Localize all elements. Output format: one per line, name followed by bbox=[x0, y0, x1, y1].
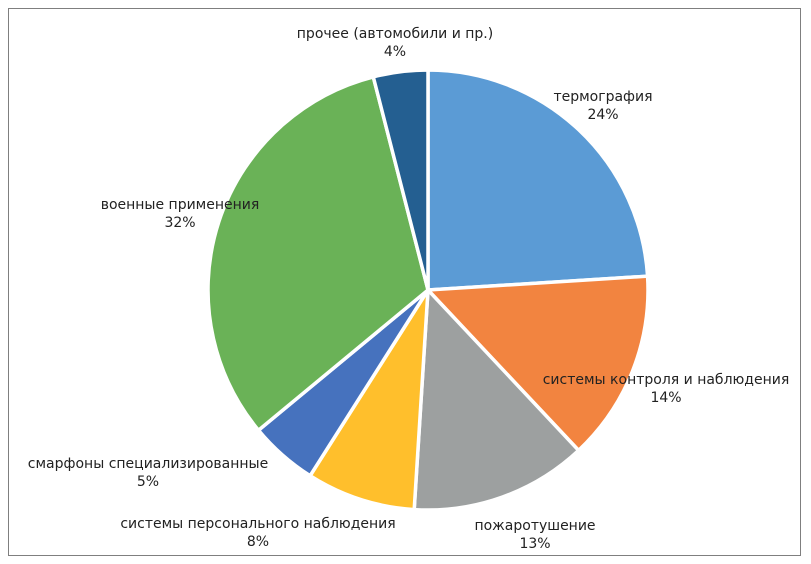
slice-name-label: военные применения bbox=[101, 197, 260, 213]
pie-slice bbox=[426, 68, 650, 292]
pie-slices bbox=[206, 68, 650, 512]
slice-name-label: термография bbox=[553, 89, 652, 105]
slice-percent-label: 14% bbox=[650, 390, 681, 406]
slice-name-label: системы персонального наблюдения bbox=[120, 516, 395, 532]
slice-percent-label: 24% bbox=[587, 107, 618, 123]
pie-slice bbox=[371, 68, 430, 291]
slice-percent-label: 13% bbox=[519, 536, 550, 552]
pie-slice bbox=[307, 289, 430, 512]
pie-labels: термография 24% системы контроля и наблюде… bbox=[28, 26, 789, 552]
slice-name-label: смарфоны специализированные bbox=[28, 456, 268, 472]
slice-percent-label: 5% bbox=[137, 474, 159, 490]
slice-name-label: системы контроля и наблюдения bbox=[543, 372, 790, 388]
pie-slice bbox=[206, 74, 430, 433]
slice-percent-label: 8% bbox=[247, 534, 269, 550]
slice-name-label: пожаротушение bbox=[474, 518, 595, 534]
pie-slice bbox=[412, 285, 582, 512]
slice-percent-label: 4% bbox=[384, 44, 406, 60]
slice-name-label: прочее (автомобили и пр.) bbox=[297, 26, 493, 42]
pie-slice bbox=[424, 274, 650, 453]
slice-percent-label: 32% bbox=[164, 215, 195, 231]
